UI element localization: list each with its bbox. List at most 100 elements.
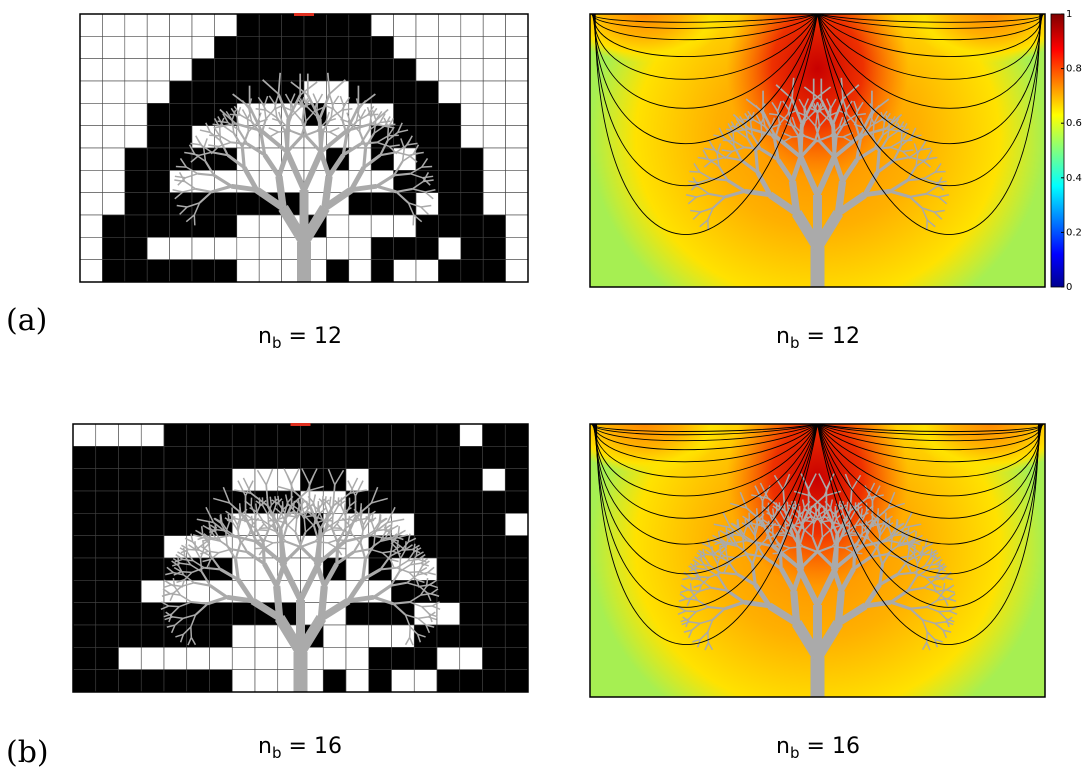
grid-cell [460,647,483,669]
grid-cell [102,81,124,103]
grid-cell [255,625,278,647]
grid-cell [259,260,281,282]
grid-cell [371,215,393,237]
grid-cell [483,59,505,81]
grid-cell [102,260,124,282]
grid-cell [461,14,483,36]
grid-cell [438,148,460,170]
grid-cell [349,148,371,170]
grid-cell [369,603,392,625]
grid-cell [141,424,164,446]
grid-cell [119,536,142,558]
grid-cell [141,558,164,580]
grid-cell [237,148,259,170]
grid-cell [192,103,214,125]
grid-cell [326,36,348,58]
branch [708,220,709,230]
grid-cell [506,36,528,58]
grid-cell [96,446,119,468]
caption-symbol: n [776,324,790,349]
grid-cell [73,580,96,602]
panel-label: (b) [6,735,49,770]
grid-cell [506,103,528,125]
grid-cell [164,491,187,513]
grid-cell [237,14,259,36]
colorbar-tick-label: 0.4 [1066,173,1082,184]
branch [927,220,928,230]
grid-cell [483,81,505,103]
grid-cell [349,193,371,215]
grid-cell [119,580,142,602]
branch [792,181,796,213]
grid-cell [461,260,483,282]
caption-value: = 12 [289,324,342,349]
grid-cell [125,126,147,148]
grid-cell [80,215,102,237]
grid-cell [96,670,119,692]
caption-subscript: b [790,744,800,762]
grid-cell [414,446,437,468]
grid-cell [237,36,259,58]
grid-cell [437,446,460,468]
branch [926,577,936,578]
grid-cell [506,81,528,103]
caption-symbol: n [258,734,272,759]
inlet [294,13,314,16]
grid-cell [73,536,96,558]
grid-cell [187,491,210,513]
grid-cell [392,446,415,468]
grid-cell [141,670,164,692]
grid-cell [416,81,438,103]
grid-cell [255,446,278,468]
branch [836,534,837,567]
caption-value: = 16 [289,734,342,759]
grid-cell [282,14,304,36]
grid-cell [392,670,415,692]
grid-cell [460,558,483,580]
caption-subscript: b [272,334,282,352]
branch [756,152,758,172]
grid-cell [102,215,124,237]
grid-cell [438,126,460,148]
grid-cell [438,193,460,215]
grid-cell [164,513,187,535]
branch [723,140,733,141]
grid-cell [125,59,147,81]
grid-cell [438,170,460,192]
grid-cell [505,647,528,669]
grid-cell [210,424,233,446]
grid-cell [506,126,528,148]
grid-cell [125,215,147,237]
grid-cell [192,215,214,237]
grid-cell [210,647,233,669]
grid-cell [349,237,371,259]
grid-cell [255,647,278,669]
grid-cell [460,603,483,625]
grid-cell [346,670,369,692]
grid-cell [460,625,483,647]
grid-cell [237,260,259,282]
grid-cell [437,647,460,669]
grid-cell [141,469,164,491]
grid-cell [259,59,281,81]
caption: nb = 16 [258,734,342,762]
branch [708,632,709,642]
caption-symbol: n [776,734,790,759]
grid-cell [437,513,460,535]
grid-cell [80,14,102,36]
grid-cell [505,446,528,468]
grid-cell [187,446,210,468]
caption: nb= 12 [258,324,342,352]
grid-cell [170,126,192,148]
caption-subscript: b [272,744,282,762]
grid-cell [483,237,505,259]
grid-cell [505,469,528,491]
grid-cell [147,148,169,170]
grid-cell [237,193,259,215]
grid-cell [369,647,392,669]
grid-cell [349,36,371,58]
grid-cell [278,424,301,446]
grid-cell [282,36,304,58]
grid-cell [416,126,438,148]
grid-cell [164,446,187,468]
